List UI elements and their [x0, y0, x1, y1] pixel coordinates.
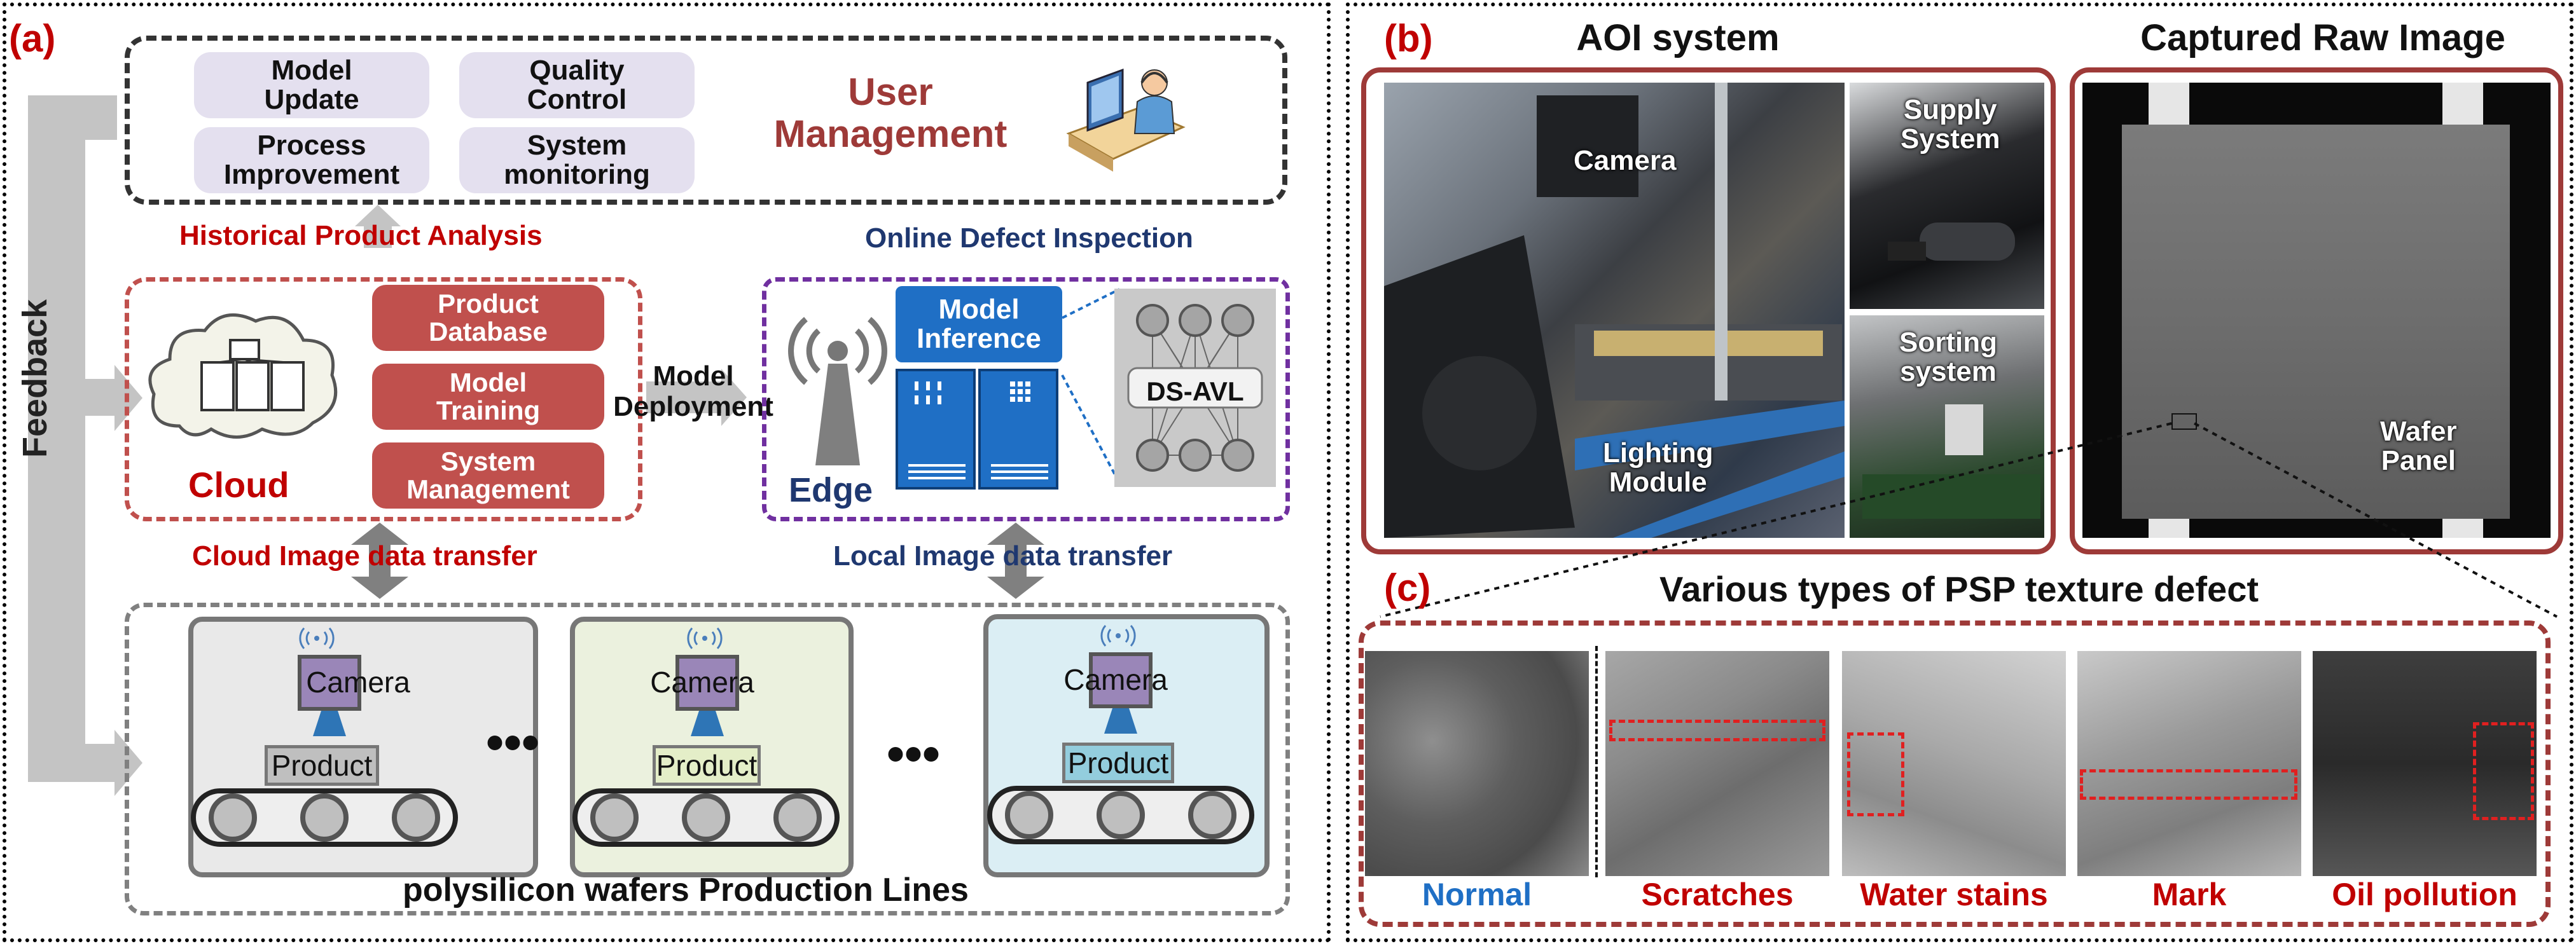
water-stains-sample	[1842, 651, 2066, 876]
product-1: Product	[265, 745, 379, 786]
supply-system-annotation: Supply System	[1901, 94, 2000, 155]
wafer-panel-annotation: Wafer Panel	[2380, 416, 2457, 477]
server-details	[908, 381, 1048, 479]
signal-icon-1	[299, 627, 335, 649]
raw-image-photo	[2082, 83, 2551, 538]
feedback-arrow-top	[28, 95, 117, 140]
conveyor-belt-1	[191, 788, 458, 847]
cloud-icon	[148, 313, 338, 439]
camera-icon-3	[1089, 652, 1153, 708]
signal-icon-2	[687, 627, 723, 649]
quality-control-button: Quality Control	[459, 52, 695, 118]
server-left-icon	[896, 369, 976, 490]
camera-icon-1	[298, 655, 361, 711]
ds-avl-label: DS-AVL	[1146, 376, 1244, 406]
aoi-frame	[1361, 67, 2056, 554]
cloud-transfer-arrow	[351, 523, 408, 599]
panel-b-label: (b)	[1384, 17, 1433, 60]
ellipsis-2: •••	[886, 725, 941, 782]
defect-types-title: Various types of PSP texture defect	[1659, 569, 2259, 609]
scratches-label: Scratches	[1641, 877, 1794, 912]
defect-frame	[1359, 620, 2551, 927]
historical-analysis-label: Historical Product Analysis	[179, 220, 543, 251]
water-stains-label: Water stains	[1860, 877, 2048, 912]
local-transfer-label: Local Image data transfer	[833, 540, 1173, 572]
signal-icon-3	[1100, 625, 1136, 647]
system-management-item: System Management	[372, 442, 604, 509]
feedback-bar	[28, 95, 85, 782]
deployment-arrow-shaft	[646, 381, 723, 413]
camera-label-1: Camera	[306, 666, 410, 699]
cloud-box	[125, 277, 642, 521]
edge-box	[762, 277, 1290, 521]
feedback-label: Feedback	[16, 299, 54, 458]
camera-label-2: Camera	[650, 666, 754, 699]
user-management-title: User Management	[773, 71, 1008, 155]
cloud-transfer-label: Cloud Image data transfer	[192, 540, 537, 572]
conveyor-belt-2	[572, 788, 840, 847]
ellipsis-1: •••	[485, 714, 540, 771]
cloud-label: Cloud	[188, 465, 289, 505]
inference-dotted-links	[1061, 288, 1121, 484]
aoi-title: AOI system	[1576, 17, 1780, 58]
camera-label-3: Camera	[1063, 663, 1168, 696]
process-improvement-button: Process Improvement	[194, 127, 429, 193]
local-transfer-arrow	[987, 523, 1044, 599]
mark-label: Mark	[2152, 877, 2227, 912]
user-desk-icon	[1066, 68, 1186, 172]
online-inspection-label: Online Defect Inspection	[865, 223, 1193, 254]
camera-icon-2	[675, 655, 739, 711]
oil-pollution-sample	[2313, 651, 2537, 876]
edge-label: Edge	[789, 471, 873, 509]
up-arrow-historical	[364, 225, 392, 248]
product-2: Product	[653, 745, 761, 786]
water-stain-highlight	[1847, 732, 1904, 816]
up-arrowhead-historical	[355, 205, 401, 226]
feedback-arrow-bottom	[85, 744, 116, 782]
aoi-main-photo	[1384, 83, 1845, 538]
system-monitoring-button: System monitoring	[459, 127, 695, 193]
antenna-icon	[788, 317, 887, 465]
model-training-item: Model Training	[372, 364, 604, 430]
model-update-button: Model Update	[194, 52, 429, 118]
panel-a-frame	[3, 3, 1331, 942]
lighting-module-annotation: Lighting Module	[1603, 437, 1714, 498]
normal-sample	[1365, 651, 1589, 876]
panel-a-label: (a)	[9, 17, 56, 60]
oil-pollution-label: Oil pollution	[2332, 877, 2517, 912]
sorting-system-photo	[1850, 315, 2044, 538]
user-management-box	[125, 36, 1287, 205]
deployment-label: Model Deployment	[613, 360, 773, 423]
product-3: Product	[1062, 743, 1174, 783]
mark-highlight	[2080, 769, 2297, 800]
raw-frame	[2070, 67, 2563, 554]
product-database-item: Product Database	[372, 285, 604, 351]
camera-annotation: Camera	[1574, 145, 1677, 176]
supply-system-photo	[1850, 83, 2044, 309]
oil-pollution-highlight	[2473, 722, 2534, 820]
scratch-highlight	[1609, 720, 1825, 741]
feedback-arrow-mid	[85, 379, 116, 416]
sorting-system-annotation: Sorting system	[1899, 327, 1997, 388]
raw-image-title: Captured Raw Image	[2140, 17, 2505, 58]
conveyor-belt-3	[987, 786, 1254, 844]
production-lines-title: polysilicon wafers Production Lines	[403, 872, 969, 908]
server-right-icon	[978, 369, 1058, 490]
zoom-leader-lines	[1380, 422, 2558, 618]
panel-bc-frame	[1346, 3, 2573, 942]
mark-sample	[2077, 651, 2301, 876]
panel-c-label: (c)	[1384, 566, 1431, 609]
production-lines-box	[125, 603, 1290, 915]
deployment-arrowhead	[721, 369, 747, 426]
neural-network-icon	[1127, 304, 1263, 472]
normal-label: Normal	[1422, 877, 1532, 912]
normal-divider	[1595, 646, 1598, 877]
scratches-sample	[1605, 651, 1829, 876]
model-inference-block: Model Inference	[896, 286, 1062, 362]
